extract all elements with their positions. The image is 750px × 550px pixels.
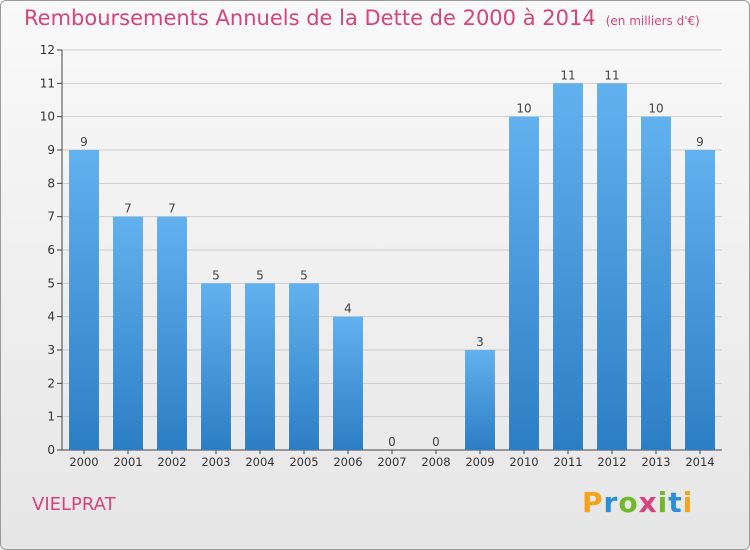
logo-letter: x [638, 486, 658, 519]
bar [201, 283, 231, 450]
commune-name: VIELPRAT [32, 494, 116, 515]
y-tick-label: 1 [47, 410, 55, 424]
bar [245, 283, 275, 450]
bar [289, 283, 319, 450]
bar-value-label: 4 [344, 302, 352, 316]
x-tick-label: 2004 [245, 455, 274, 469]
bar [465, 350, 495, 450]
y-tick-label: 10 [40, 110, 55, 124]
bar-value-label: 10 [516, 102, 531, 116]
x-tick-label: 2008 [421, 455, 450, 469]
x-tick-label: 2006 [333, 455, 362, 469]
bar [333, 316, 363, 450]
bar-value-label: 5 [256, 268, 264, 282]
x-tick-label: 2009 [465, 455, 494, 469]
bar-value-label: 10 [648, 102, 663, 116]
logo-letter: P [582, 486, 604, 519]
y-tick-label: 8 [47, 176, 55, 190]
bar [685, 150, 715, 450]
bar-value-label: 5 [300, 268, 308, 282]
bar [69, 150, 99, 450]
logo-letter: i [657, 486, 669, 519]
x-tick-label: 2011 [553, 455, 582, 469]
x-tick-label: 2012 [597, 455, 626, 469]
logo-letter: i [682, 486, 694, 519]
y-tick-label: 9 [47, 143, 55, 157]
x-tick-label: 2003 [201, 455, 230, 469]
bar-value-label: 7 [168, 202, 176, 216]
x-tick-label: 2005 [289, 455, 318, 469]
y-tick-label: 12 [40, 43, 55, 57]
bar-value-label: 5 [212, 268, 220, 282]
bar-value-label: 7 [124, 202, 132, 216]
logo-letter: t [668, 486, 683, 519]
chart-title: Remboursements Annuels de la Dette de 20… [24, 6, 700, 30]
x-tick-label: 2002 [157, 455, 186, 469]
bar [641, 116, 671, 451]
x-tick-label: 2000 [69, 455, 98, 469]
y-tick-label: 3 [47, 343, 55, 357]
bar-value-label: 0 [388, 435, 396, 449]
bar-value-label: 0 [432, 435, 440, 449]
y-tick-label: 5 [47, 276, 55, 290]
bar-value-label: 9 [696, 135, 704, 149]
bar-value-label: 11 [604, 68, 619, 82]
y-tick-label: 7 [47, 210, 55, 224]
x-tick-label: 2014 [685, 455, 714, 469]
logo-letter: r [603, 486, 619, 519]
y-tick-label: 11 [40, 76, 55, 90]
x-tick-label: 2013 [641, 455, 670, 469]
bar-value-label: 3 [476, 335, 484, 349]
x-tick-label: 2007 [377, 455, 406, 469]
x-tick-label: 2001 [113, 455, 142, 469]
logo-letter: o [618, 486, 639, 519]
bar-value-label: 9 [80, 135, 88, 149]
unit-note: (en milliers d'€) [605, 14, 700, 28]
y-tick-label: 0 [47, 443, 55, 457]
bar [509, 116, 539, 451]
bar [157, 216, 187, 450]
bar [597, 83, 627, 450]
y-tick-label: 2 [47, 376, 55, 390]
bar [553, 83, 583, 450]
y-tick-label: 4 [47, 310, 55, 324]
y-tick-label: 6 [47, 243, 55, 257]
bar-value-label: 11 [560, 68, 575, 82]
bar [113, 216, 143, 450]
x-tick-label: 2010 [509, 455, 538, 469]
title-text: Remboursements Annuels de la Dette de 20… [24, 6, 596, 30]
proxiti-logo: Proxiti [582, 486, 693, 519]
